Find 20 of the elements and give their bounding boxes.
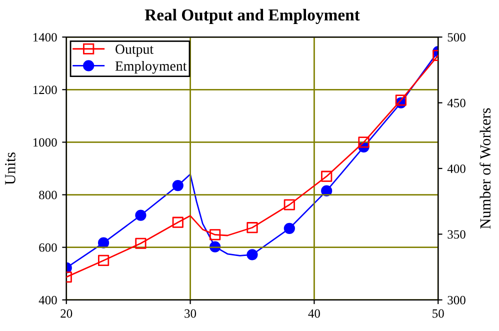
y-tick-label: 1200 [33, 86, 57, 94]
x-tick-label: 40 [308, 309, 320, 318]
y-tick-label: 1000 [33, 138, 57, 147]
x-tick-label: 30 [184, 309, 196, 318]
y-axis-title: Units [5, 152, 16, 185]
y2-tick-label: 500 [448, 33, 466, 42]
y2-axis-title: Number of Workers [480, 108, 491, 229]
legend-label: Output [116, 44, 154, 57]
y-tick-label: 1400 [33, 33, 57, 42]
y-tick-label: 800 [39, 190, 57, 200]
y-tick-label: 400 [38, 296, 57, 304]
legend-label: Employment [115, 60, 187, 74]
x-tick-label: 20 [60, 309, 72, 318]
y2-tick-label: 450 [447, 98, 466, 108]
x-tick-label: 50 [432, 309, 444, 318]
y2-tick-label: 300 [448, 296, 466, 304]
chart-title: Real Output and Employment [144, 8, 360, 24]
y2-tick-label: 350 [448, 230, 466, 239]
y2-tick-label: 400 [447, 164, 466, 173]
y-tick-label: 600 [39, 243, 57, 252]
